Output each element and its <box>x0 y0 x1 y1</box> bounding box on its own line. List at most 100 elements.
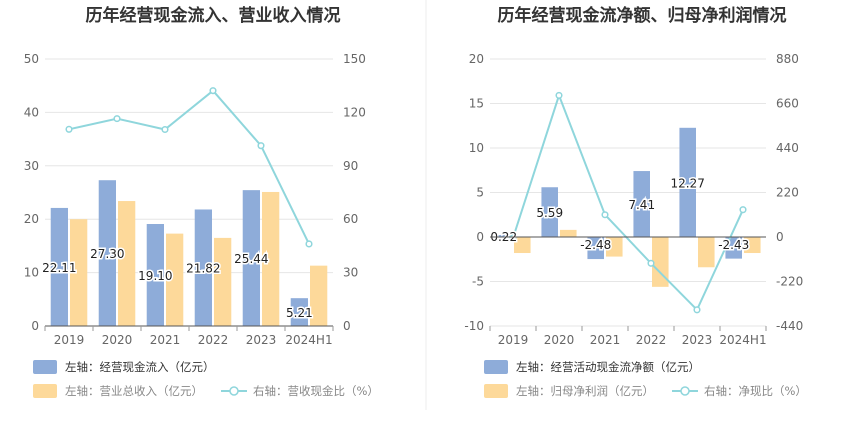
bar-primary <box>194 209 212 326</box>
left-axis-tick-label: 10 <box>24 266 39 280</box>
bar-data-label: 21.82 <box>186 262 220 276</box>
left-axis-tick-label: 15 <box>469 97 484 111</box>
left-axis-tick-label: 10 <box>469 141 484 155</box>
bar-secondary <box>118 201 136 326</box>
bar-primary <box>633 171 650 237</box>
bar-data-label: 5.21 <box>286 306 313 320</box>
right-axis-tick-label: 0 <box>343 319 351 333</box>
bar-secondary <box>262 191 280 326</box>
x-axis-tick-label: 2023 <box>682 333 713 347</box>
x-axis-tick-label: 2022 <box>636 333 667 347</box>
bar-primary <box>679 127 696 237</box>
right-axis-tick-label: -440 <box>776 319 803 333</box>
x-axis-tick-label: 2020 <box>102 333 133 347</box>
ratio-line <box>68 89 310 245</box>
right-axis-tick-label: 440 <box>776 141 799 155</box>
left-axis-tick-label: 50 <box>24 52 39 66</box>
bar-data-label: 22.11 <box>42 261 76 275</box>
right-axis-tick-label: 0 <box>776 230 784 244</box>
left-axis-tick-label: 0 <box>31 319 39 333</box>
x-axis-tick-label: 2021 <box>590 333 621 347</box>
bar-primary <box>50 207 68 326</box>
bar-primary <box>541 187 558 237</box>
legend-line-marker <box>229 386 239 396</box>
x-axis-tick-label: 2020 <box>544 333 575 347</box>
right-axis-tick-label: 60 <box>343 212 358 226</box>
legend-label: 左轴：经营现金流入（亿元） <box>65 360 215 374</box>
left-axis-tick-label: -10 <box>464 319 484 333</box>
bar-secondary <box>70 219 88 326</box>
legend-bar-primary-swatch <box>33 360 57 374</box>
x-axis-tick-label: 2019 <box>54 333 85 347</box>
ratio-point <box>601 211 609 219</box>
left-axis-tick-label: 0 <box>476 230 484 244</box>
legend-bar-primary-swatch <box>484 360 508 374</box>
bar-data-label: 27.30 <box>90 247 124 261</box>
ratio-point <box>555 91 563 99</box>
bar-data-label: 12.27 <box>671 176 705 190</box>
x-axis-tick-label: 2024H1 <box>285 333 332 347</box>
x-axis-tick-label: 2022 <box>198 333 229 347</box>
bar-primary <box>495 235 512 237</box>
legend-label: 左轴：营业总收入（亿元） <box>65 384 203 398</box>
right-axis-tick-label: 150 <box>343 52 366 66</box>
bar-primary <box>725 237 742 259</box>
bar-primary <box>146 224 164 326</box>
right-axis-tick-label: 90 <box>343 159 358 173</box>
right-axis-tick-label: 120 <box>343 105 366 119</box>
ratio-point <box>305 240 313 248</box>
bar-secondary <box>560 229 577 237</box>
bar-secondary <box>214 237 232 326</box>
x-axis-tick-label: 2019 <box>498 333 529 347</box>
ratio-point <box>113 115 121 123</box>
left-axis-tick-label: 5 <box>476 186 484 200</box>
left-axis-tick-label: 20 <box>469 52 484 66</box>
net-cash-flow-profit-chart: 历年经营现金流净额、归母净利润情况 0.225.59-2.487.4112.27… <box>464 5 807 398</box>
x-axis-tick-label: 2024H1 <box>719 333 766 347</box>
left-axis-tick-label: 40 <box>24 105 39 119</box>
ratio-point <box>209 87 217 95</box>
bar-data-label: -2.43 <box>718 238 749 252</box>
chart-title: 历年经营现金流净额、归母净利润情况 <box>498 5 787 26</box>
bar-secondary <box>698 237 715 268</box>
bar-primary <box>242 190 260 326</box>
legend-label: 右轴：营收现金比（%） <box>253 384 379 398</box>
bar-secondary <box>744 237 761 254</box>
bar-secondary <box>166 233 184 326</box>
legend-label: 左轴：经营活动现金流净额（亿元） <box>516 360 700 374</box>
bar-secondary <box>606 237 623 257</box>
bar-primary <box>290 298 308 326</box>
cash-inflow-revenue-chart: 历年经营现金流入、营业收入情况 22.11 27.30 19.10 21.82 25.4… <box>24 5 379 398</box>
right-axis-tick-label: 660 <box>776 97 799 111</box>
bar-data-label: 7.41 <box>628 198 655 212</box>
bar-secondary <box>310 265 328 326</box>
left-axis-tick-label: -5 <box>472 275 484 289</box>
ratio-point <box>65 125 73 133</box>
legend-line-marker <box>680 386 690 396</box>
left-axis-tick-label: 30 <box>24 159 39 173</box>
right-axis-tick-label: -220 <box>776 275 803 289</box>
legend-label: 右轴：净现比（%） <box>704 384 807 398</box>
ratio-point <box>739 206 747 214</box>
ratio-line <box>512 92 744 312</box>
bar-data-label: 25.44 <box>234 252 268 266</box>
ratio-point <box>693 306 701 314</box>
left-axis-tick-label: 20 <box>24 212 39 226</box>
x-axis-tick-label: 2023 <box>246 333 277 347</box>
legend-label: 左轴：归母净利润（亿元） <box>516 384 654 398</box>
bar-primary <box>587 237 604 260</box>
ratio-point <box>647 259 655 267</box>
ratio-point <box>161 125 169 134</box>
chart-title: 历年经营现金流入、营业收入情况 <box>86 5 341 26</box>
bar-secondary <box>514 237 531 254</box>
ratio-point <box>257 142 265 150</box>
right-axis-tick-label: 30 <box>343 266 358 280</box>
legend-bar-secondary-swatch <box>33 384 57 398</box>
right-axis-tick-label: 880 <box>776 52 799 66</box>
bar-primary <box>98 180 116 326</box>
right-axis-tick-label: 220 <box>776 186 799 200</box>
bar-data-label: 5.59 <box>536 206 563 220</box>
legend-bar-secondary-swatch <box>484 384 508 398</box>
bar-data-label: 19.10 <box>138 269 172 283</box>
